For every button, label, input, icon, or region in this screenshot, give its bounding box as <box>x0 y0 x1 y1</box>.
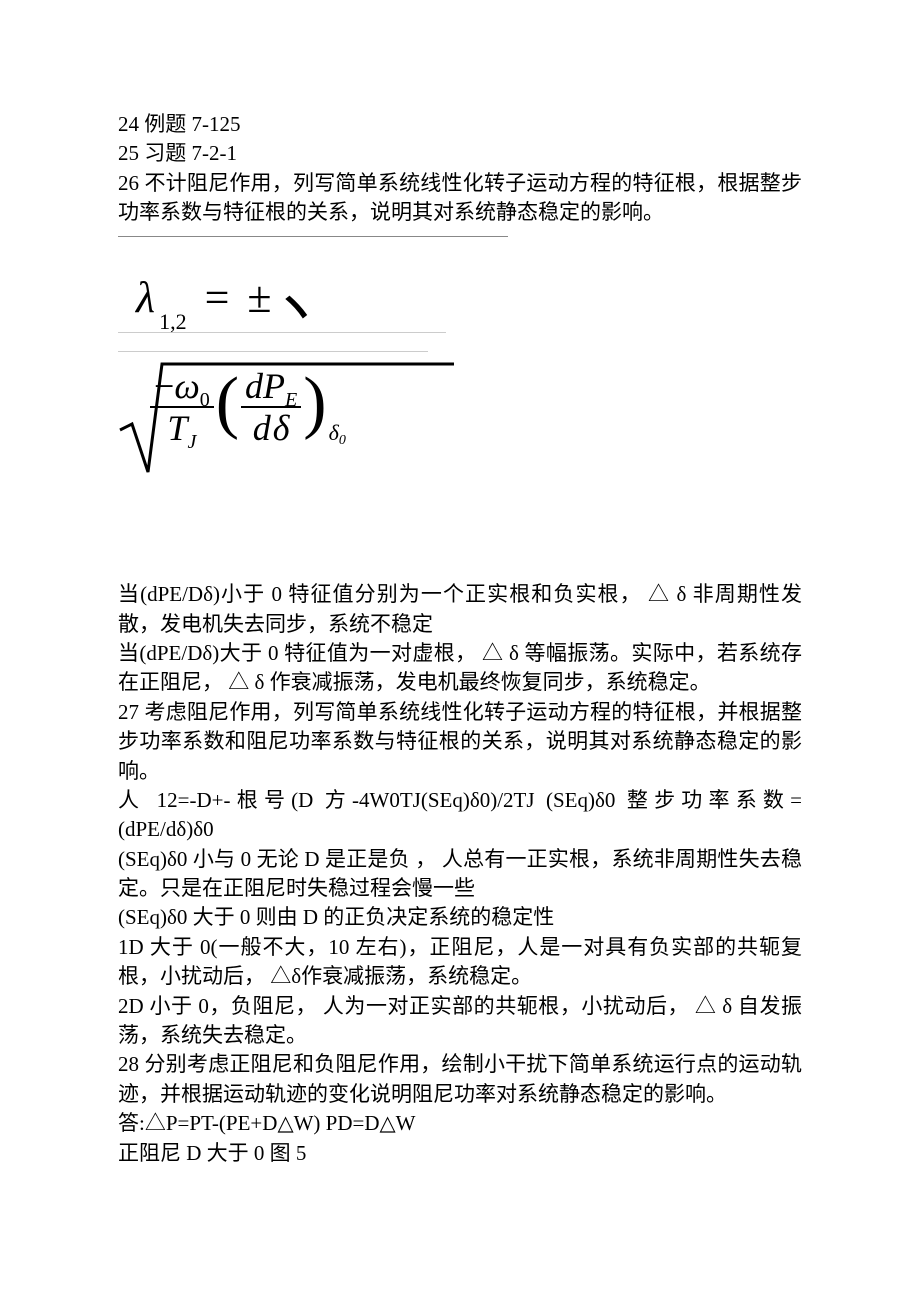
minus-sign: − <box>154 366 174 406</box>
para-1d-gt-0: 1D 大于 0(一般不大，10 左右)，正阻尼，人是一对具有负实部的共轭复根，小… <box>118 933 802 992</box>
d-symbol: d <box>253 408 271 448</box>
omega-sub-zero: 0 <box>200 389 210 411</box>
para-pos-damping: 正阻尼 D 大于 0 图 5 <box>118 1139 802 1168</box>
delta-symbol: δ <box>329 420 339 445</box>
plus-minus-sign: ± <box>247 267 271 329</box>
delta-sub-zero: 0 <box>339 433 346 448</box>
para-lambda12: 人 12=-D+-根号(D 方-4W0TJ(SEq)δ0)/2TJ (SEq)δ… <box>118 786 802 845</box>
outer-subscript: δ0 <box>329 418 346 449</box>
radicand: −ω0 TJ ( dPE dδ ) δ0 <box>150 368 346 446</box>
lambda-symbol: λ <box>136 267 155 329</box>
line-26: 26 不计阻尼作用，列写简单系统线性化转子运动方程的特征根，根据整步功率系数与特… <box>118 169 802 228</box>
equation-block: λ 1,2 = ± ヽ −ω0 TJ ( dPE <box>118 236 802 481</box>
p-symbol: P <box>263 366 285 406</box>
para-2d-lt-0: 2D 小于 0，负阻尼， 人为一对正实部的共轭根，小扰动后， △ δ 自发振荡，… <box>118 992 802 1051</box>
equals-sign: = <box>205 267 230 329</box>
equation-top-rule <box>118 236 508 267</box>
para-28: 28 分别考虑正阻尼和负阻尼作用，绘制小干扰下简单系统运行点的运动轨迹，并根据运… <box>118 1050 802 1109</box>
omega-symbol: ω <box>174 366 199 406</box>
p-sub-e: E <box>285 389 297 411</box>
line-24: 24 例题 7-125 <box>118 110 802 139</box>
delta-symbol: δ <box>273 408 290 448</box>
t-symbol: T <box>167 408 187 448</box>
fraction-omega-over-t: −ω0 TJ <box>150 368 214 446</box>
lambda-subscript: 1,2 <box>159 307 187 338</box>
para-seq-lt-0: (SEq)δ0 小与 0 无论 D 是正是负 ， 人总有一正实根，系统非周期性失… <box>118 845 802 904</box>
fraction-dpe-ddelta: dPE dδ <box>241 368 301 446</box>
para-seq-gt-0: (SEq)δ0 大于 0 则由 D 的正负决定系统的稳定性 <box>118 903 802 932</box>
para-dpe-lt-0: 当(dPE/Dδ)小于 0 特征值分别为一个正实根和负实根， △ δ 非周期性发… <box>118 580 802 639</box>
equation-lhs: λ 1,2 = ± ヽ <box>118 267 446 334</box>
tick-mark: ヽ <box>274 277 318 339</box>
vertical-gap <box>118 488 802 580</box>
equation-radical: −ω0 TJ ( dPE dδ ) δ0 <box>118 360 456 480</box>
d-symbol: d <box>245 366 263 406</box>
para-dpe-gt-0: 当(dPE/Dδ)大于 0 特征值为一对虚根， △ δ 等幅振荡。实际中，若系统… <box>118 639 802 698</box>
line-25: 25 习题 7-2-1 <box>118 139 802 168</box>
right-paren: ) <box>303 368 326 438</box>
t-sub-j: J <box>187 431 196 453</box>
left-paren: ( <box>216 368 239 438</box>
para-answer: 答:△P=PT-(PE+D△W) PD=D△W <box>118 1109 802 1138</box>
para-27: 27 考虑阻尼作用，列写简单系统线性化转子运动方程的特征根，并根据整步功率系数和… <box>118 698 802 786</box>
